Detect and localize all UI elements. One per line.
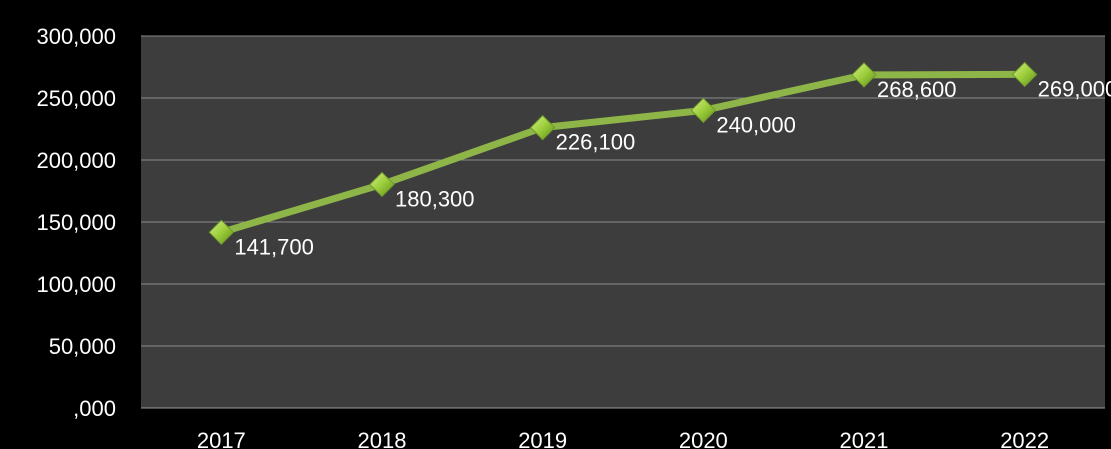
y-tick-label: ,000: [73, 396, 116, 421]
series-line: [217, 70, 1029, 236]
data-point-marker: [529, 114, 556, 141]
gridlines: [141, 35, 1105, 409]
markers-group: [208, 61, 1038, 245]
x-tick-label: 2018: [358, 428, 407, 449]
x-tick-label: 2017: [197, 428, 246, 449]
y-tick-label: 50,000: [49, 334, 116, 359]
data-labels-group: 141,700 180,300 226,100 240,000 268,600 269,0…: [234, 76, 1111, 259]
y-axis-tick-labels: ,000 50,000 100,000 150,000 200,000 250,000 30…: [36, 24, 116, 421]
x-tick-label: 2020: [679, 428, 728, 449]
data-label: 141,700: [234, 234, 314, 259]
x-tick-label: 2022: [1000, 428, 1049, 449]
data-label: 226,100: [556, 130, 636, 155]
series-line-group: [217, 70, 1029, 236]
x-tick-label: 2019: [518, 428, 567, 449]
data-label: 180,300: [395, 186, 475, 211]
y-tick-label: 150,000: [36, 210, 116, 235]
data-point-marker: [690, 97, 717, 124]
data-point-marker: [369, 171, 395, 198]
data-label: 268,600: [877, 77, 957, 102]
data-point-marker: [208, 219, 235, 245]
data-point-marker: [1011, 61, 1038, 88]
y-tick-label: 250,000: [36, 86, 116, 111]
data-point-marker: [851, 62, 877, 88]
y-tick-label: 300,000: [36, 24, 116, 49]
data-label: 240,000: [716, 112, 796, 137]
y-tick-label: 100,000: [36, 272, 116, 297]
x-tick-label: 2021: [840, 428, 889, 449]
x-axis-tick-labels: 2017 2018 2019 2020 2021 2022: [197, 428, 1049, 449]
y-tick-label: 200,000: [36, 148, 116, 173]
data-label: 269,000: [1038, 76, 1111, 101]
